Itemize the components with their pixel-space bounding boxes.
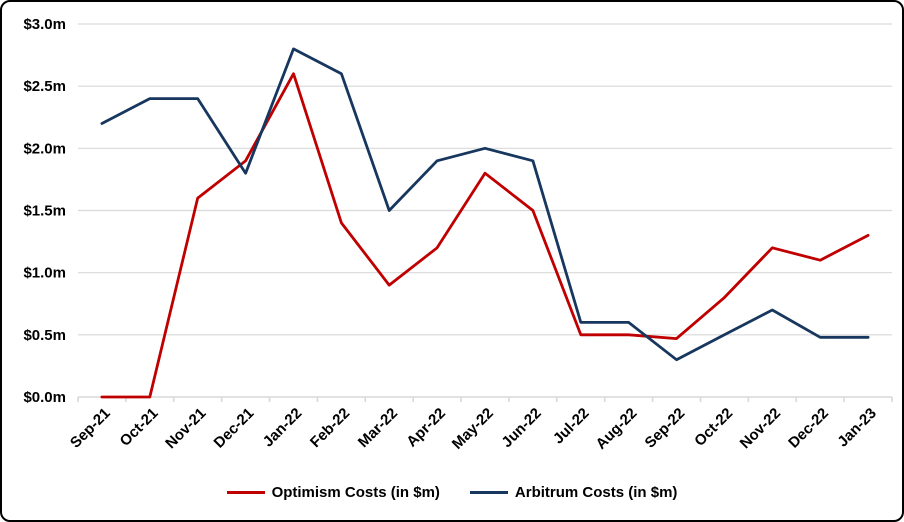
optimism-costs-line xyxy=(100,72,870,399)
optimism-legend-label: Optimism Costs (in $m) xyxy=(271,483,440,501)
y-axis-tick-label: $1.5m xyxy=(23,203,66,220)
x-axis-tick-label: Sep-21 xyxy=(67,405,114,452)
x-axis-tick-label: Nov-21 xyxy=(162,405,209,452)
x-axis-tick-label: Jan-22 xyxy=(260,405,306,451)
x-axis-tick-label: Mar-22 xyxy=(355,405,401,451)
x-axis-tick-label: Jan-23 xyxy=(834,405,880,451)
x-axis-tick-label: May-22 xyxy=(449,405,497,453)
x-axis-tick-label: Oct-21 xyxy=(117,405,162,450)
arbitrum-legend-label: Arbitrum Costs (in $m) xyxy=(514,483,678,501)
y-axis-tick-label: $3.0m xyxy=(23,16,66,33)
x-axis-tick-label: Sep-22 xyxy=(642,405,689,452)
y-axis-tick-label: $2.0m xyxy=(23,140,66,157)
arbitrum-legend-swatch xyxy=(469,490,508,494)
y-axis-tick-label: $0.0m xyxy=(23,389,66,406)
x-axis-tick-label: Oct-22 xyxy=(691,405,736,450)
x-axis-tick-label: Nov-22 xyxy=(737,405,784,452)
x-axis-tick-label: Aug-22 xyxy=(593,405,641,453)
y-axis-tick-label: $1.0m xyxy=(23,265,66,282)
x-axis-tick-label: Feb-22 xyxy=(307,405,353,451)
chart-legend: Optimism Costs (in $m) Arbitrum Costs (i… xyxy=(2,479,902,505)
x-axis-tick-label: Dec-21 xyxy=(211,405,258,452)
arbitrum-costs-line xyxy=(100,47,870,362)
optimism-legend-swatch xyxy=(226,490,265,494)
legend-item-arbitrum: Arbitrum Costs (in $m) xyxy=(469,483,678,501)
x-axis-tick-label: Jul-22 xyxy=(550,405,593,448)
y-axis-tick-label: $2.5m xyxy=(23,78,66,95)
y-axis-tick-label: $0.5m xyxy=(23,327,66,344)
legend-item-optimism: Optimism Costs (in $m) xyxy=(226,483,440,501)
x-axis-tick-label: Jun-22 xyxy=(498,405,544,451)
x-axis-tick-label: Dec-22 xyxy=(785,405,832,452)
x-axis-tick-label: Apr-22 xyxy=(403,405,449,451)
